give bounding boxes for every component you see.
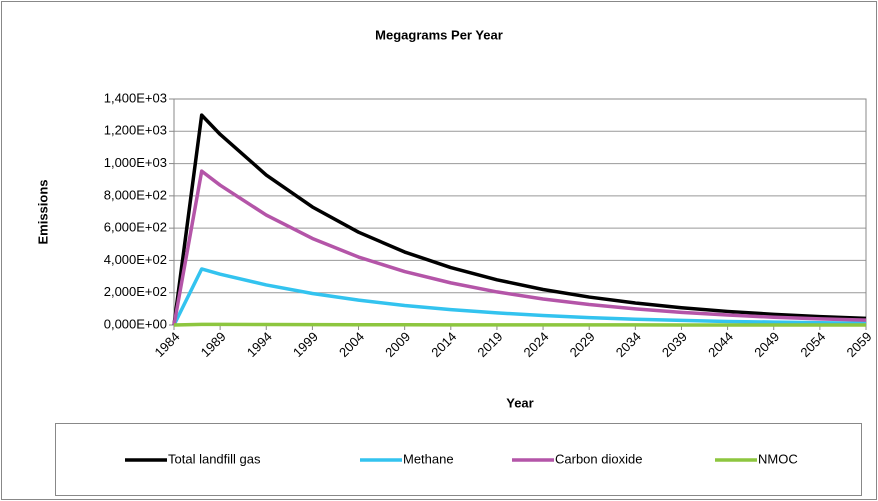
y-tick-label: 8,000E+02 [104,187,167,202]
series-line [172,169,867,326]
legend-box [55,423,862,496]
x-axis-title: Year [506,395,533,410]
legend-label: Carbon dioxide [555,451,642,466]
y-tick-label: 1,400E+03 [104,90,167,105]
y-tick-label: 2,000E+02 [104,284,167,299]
legend-label: Methane [403,451,454,466]
legend-label: NMOC [758,451,798,466]
legend-label: Total landfill gas [168,451,261,466]
series-line [173,322,866,327]
y-tick-label: 0,000E+00 [104,316,167,331]
y-tick-label: 6,000E+02 [104,220,167,235]
y-tick-label: 1,000E+03 [104,155,167,170]
series-line [172,113,867,326]
series-line [172,267,867,326]
y-tick-label: 1,200E+03 [104,123,167,138]
chart-title: Megagrams Per Year [375,27,503,42]
y-tick-label: 4,000E+02 [104,252,167,267]
y-axis-title: Emissions [35,179,50,244]
